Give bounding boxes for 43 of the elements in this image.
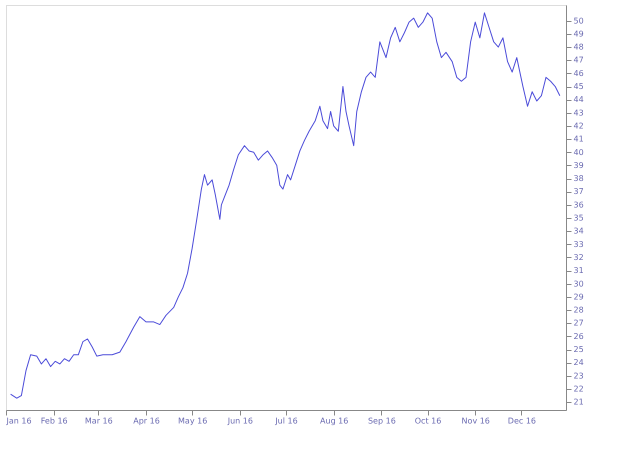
x-tick-label: Jun 16 — [226, 416, 253, 426]
x-tick-label: Sep 16 — [368, 416, 396, 426]
y-tick-label: 39 — [574, 160, 584, 170]
y-tick-label: 47 — [574, 56, 584, 65]
y-tick-label: 34 — [574, 226, 584, 236]
x-tick-label: Dec 16 — [508, 416, 536, 426]
x-tick-label: Apr 16 — [133, 416, 160, 426]
y-tick-label: 37 — [574, 187, 584, 196]
y-tick-label: 21 — [574, 398, 584, 407]
y-tick-label: 41 — [574, 134, 584, 144]
y-tick-label: 33 — [574, 240, 584, 249]
y-tick-label: 31 — [574, 266, 584, 276]
y-tick-label: 38 — [574, 174, 584, 184]
y-tick-label: 25 — [574, 345, 584, 354]
y-tick-label: 24 — [574, 358, 584, 368]
x-tick-label: Feb 16 — [40, 416, 68, 426]
y-tick-label: 43 — [574, 108, 584, 118]
y-tick-label: 46 — [574, 68, 584, 78]
y-tick-label: 49 — [574, 29, 584, 38]
x-tick-label: Aug 16 — [320, 416, 348, 426]
x-tick-label: Oct 16 — [414, 416, 442, 426]
y-tick-label: 45 — [574, 82, 584, 92]
y-tick-label: 32 — [574, 252, 584, 262]
y-tick-label: 29 — [574, 292, 584, 302]
y-tick-label: 27 — [574, 318, 584, 328]
y-tick-label: 23 — [574, 371, 584, 380]
x-tick-label: Mar 16 — [84, 416, 113, 426]
y-tick-label: 42 — [574, 121, 584, 130]
y-tick-label: 35 — [574, 214, 584, 223]
y-tick-label: 22 — [574, 384, 584, 394]
line-series — [10, 12, 560, 399]
y-tick-label: 50 — [574, 16, 584, 26]
y-tick-label: 26 — [574, 332, 584, 341]
x-tick-label: May 16 — [178, 416, 208, 426]
y-tick-label: 28 — [574, 306, 584, 315]
y-tick-label: 44 — [574, 95, 584, 104]
x-tick-label: Nov 16 — [462, 416, 490, 426]
x-tick-label: Jan 16 — [6, 416, 32, 426]
y-tick-label: 30 — [574, 279, 584, 288]
y-tick-label: 36 — [574, 200, 584, 210]
y-tick-label: 40 — [574, 148, 584, 157]
x-tick-label: Jul 16 — [274, 416, 298, 426]
y-tick-label: 48 — [574, 42, 584, 52]
